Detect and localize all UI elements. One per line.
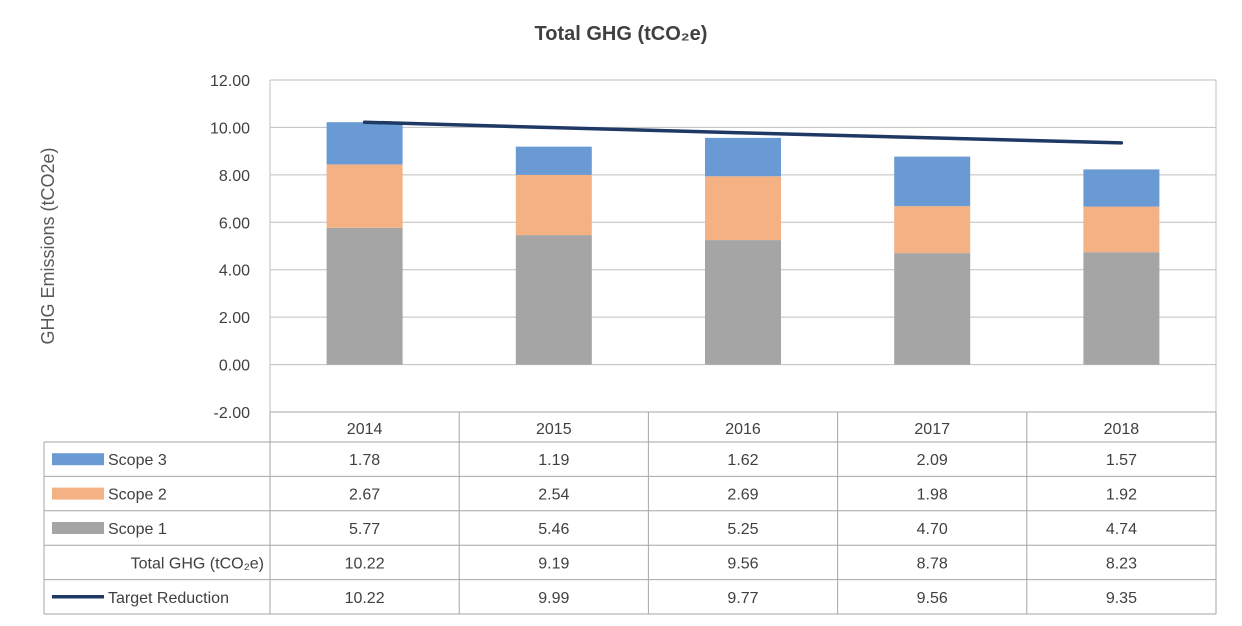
table-header-2015: 2015 xyxy=(536,421,572,438)
table-cell: 2.69 xyxy=(727,487,758,504)
bar-scope-3-2017 xyxy=(894,156,971,207)
bar-scope-3-2015 xyxy=(515,146,592,175)
table-cell: 4.70 xyxy=(917,521,948,538)
table-cell: 1.57 xyxy=(1106,452,1137,469)
y-tick-label: 4.00 xyxy=(219,263,250,280)
bar-scope-1-2016 xyxy=(705,240,781,365)
bar-scope-2-2015 xyxy=(515,174,592,236)
table-cell: 9.77 xyxy=(727,590,758,607)
y-tick-labels: -2.00 0.00 2.00 4.00 6.00 8.00 10.00 12.00 xyxy=(210,73,250,422)
bar-scope-1-2015 xyxy=(515,235,592,365)
table-header-2018: 2018 xyxy=(1104,421,1140,438)
table-row-label-0: Scope 3 xyxy=(108,452,167,469)
legend-key-scope-3 xyxy=(52,453,104,466)
table-cell: 1.19 xyxy=(538,452,569,469)
y-tick-label: 2.00 xyxy=(219,310,250,327)
table-cell: 5.46 xyxy=(538,521,569,538)
table-cell: 2.67 xyxy=(349,487,380,504)
bar-scope-2-2016 xyxy=(705,176,781,241)
table-cell: 10.22 xyxy=(345,590,385,607)
bar-scope-1-2017 xyxy=(894,253,971,365)
y-axis-label: GHG Emissions (tCO2e) xyxy=(38,147,58,344)
chart-title: Total GHG (tCO₂e) xyxy=(535,23,708,45)
target-line-layer xyxy=(362,120,1124,145)
bar-scope-2-2014 xyxy=(326,164,403,228)
bar-scope-1-2014 xyxy=(326,227,403,365)
table-header-2016: 2016 xyxy=(725,421,761,438)
bar-scope-3-2014 xyxy=(326,122,403,165)
bar-scope-3-2018 xyxy=(1083,169,1160,207)
table-cell: 2.09 xyxy=(917,452,948,469)
y-tick-label: 8.00 xyxy=(219,168,250,185)
y-tick-label: -2.00 xyxy=(214,405,251,422)
table-cell: 9.56 xyxy=(727,555,758,572)
table-cell: 1.62 xyxy=(727,452,758,469)
table-cell: 1.92 xyxy=(1106,487,1137,504)
y-tick-label: 6.00 xyxy=(219,215,250,232)
table-cell: 9.56 xyxy=(917,590,948,607)
table-cell: 9.35 xyxy=(1106,590,1137,607)
table-header-2017: 2017 xyxy=(914,421,950,438)
table-row-label-2: Scope 1 xyxy=(108,521,167,538)
bar-stacks xyxy=(326,122,1160,365)
bar-scope-2-2017 xyxy=(894,206,971,254)
table-cell: 8.78 xyxy=(917,555,948,572)
table-cell: 5.77 xyxy=(349,521,380,538)
target-reduction-line xyxy=(362,120,1124,145)
table-cell: 4.74 xyxy=(1106,521,1137,538)
table-cell: 2.54 xyxy=(538,487,569,504)
y-tick-label: 10.00 xyxy=(210,120,250,137)
data-table: 2014 2015 2016 2017 2018 Scope 3 1.78 1.19 1.62 2… xyxy=(43,411,1217,615)
table-header-2014: 2014 xyxy=(347,421,383,438)
bar-scope-2-2018 xyxy=(1083,206,1160,253)
bar-scope-3-2016 xyxy=(705,137,781,177)
table-cell: 10.22 xyxy=(345,555,385,572)
legend-key-scope-1 xyxy=(52,522,104,534)
bar-scope-1-2018 xyxy=(1083,252,1160,365)
legend-key-scope-2 xyxy=(52,487,104,500)
y-tick-label: 12.00 xyxy=(210,73,250,90)
table-cell: 5.25 xyxy=(727,521,758,538)
y-tick-label: 0.00 xyxy=(219,358,250,375)
table-cell: 1.78 xyxy=(349,452,380,469)
table-row-label-1: Scope 2 xyxy=(108,487,167,504)
table-cell: 9.19 xyxy=(538,555,569,572)
table-row-label-3: Total GHG (tCO₂e) xyxy=(131,555,264,572)
table-cell: 9.99 xyxy=(538,590,569,607)
table-cell: 8.23 xyxy=(1106,555,1137,572)
table-cell: 1.98 xyxy=(917,487,948,504)
table-row-label-4: Target Reduction xyxy=(108,590,229,607)
